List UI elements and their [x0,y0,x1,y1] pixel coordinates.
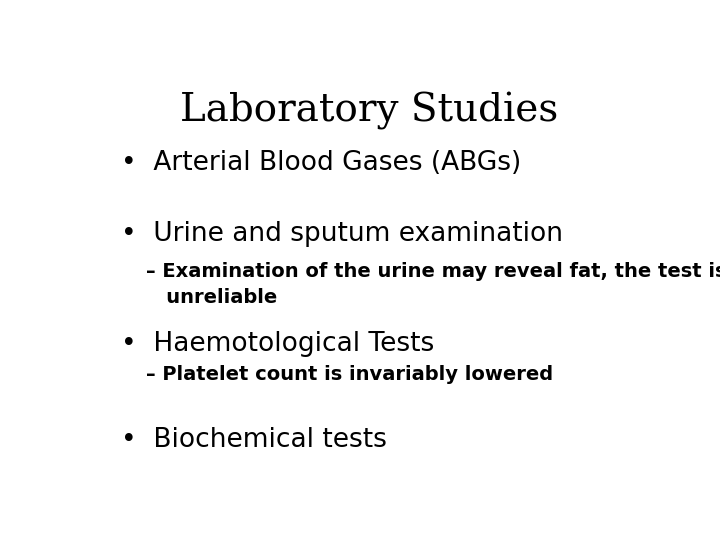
Text: •  Haemotological Tests: • Haemotological Tests [121,331,434,357]
Text: •  Biochemical tests: • Biochemical tests [121,427,387,453]
Text: •  Urine and sputum examination: • Urine and sputum examination [121,221,563,247]
Text: – Examination of the urine may reveal fat, the test is: – Examination of the urine may reveal fa… [145,262,720,281]
Text: – Platelet count is invariably lowered: – Platelet count is invariably lowered [145,365,553,384]
Text: •  Arterial Blood Gases (ABGs): • Arterial Blood Gases (ABGs) [121,150,521,176]
Text: unreliable: unreliable [145,288,277,307]
Text: Laboratory Studies: Laboratory Studies [180,92,558,130]
